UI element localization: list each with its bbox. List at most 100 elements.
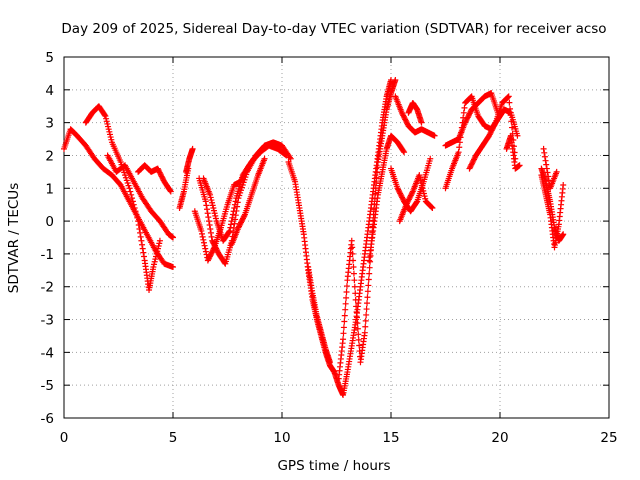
data-point xyxy=(395,186,402,193)
data-point xyxy=(342,300,349,307)
data-point xyxy=(490,123,497,130)
data-point xyxy=(232,212,239,219)
x-tick-label: 5 xyxy=(169,430,178,446)
data-point xyxy=(458,124,465,131)
data-point xyxy=(560,181,567,188)
data-point xyxy=(104,120,111,127)
data-point xyxy=(210,246,217,253)
data-point xyxy=(154,248,161,255)
data-point xyxy=(212,212,219,219)
data-point xyxy=(136,225,143,232)
data-point xyxy=(102,113,109,120)
data-point xyxy=(122,172,129,179)
data-point xyxy=(235,224,242,231)
data-point xyxy=(211,210,218,217)
data-point xyxy=(366,264,373,271)
data-point xyxy=(417,177,424,184)
data-point xyxy=(212,215,219,222)
data-point xyxy=(374,164,381,171)
data-point xyxy=(458,129,465,136)
data-point xyxy=(402,116,409,123)
data-point xyxy=(158,172,165,179)
data-point xyxy=(461,104,468,111)
data-point xyxy=(342,306,349,313)
y-tick-label: 1 xyxy=(45,181,54,197)
data-point xyxy=(350,264,357,271)
data-point xyxy=(420,190,427,197)
data-point xyxy=(208,233,215,240)
data-point xyxy=(210,207,217,214)
data-point xyxy=(236,222,243,229)
data-point xyxy=(490,124,497,131)
data-point xyxy=(154,165,161,172)
data-point xyxy=(134,214,141,221)
data-point xyxy=(463,117,470,124)
x-tick-label: 15 xyxy=(382,430,399,446)
data-point xyxy=(167,187,174,194)
data-point xyxy=(491,122,498,129)
data-point xyxy=(189,145,196,152)
data-point xyxy=(131,204,138,211)
data-point xyxy=(238,218,245,225)
data-point xyxy=(392,76,399,83)
data-point xyxy=(361,329,368,336)
data-point xyxy=(199,233,206,240)
data-point xyxy=(409,189,416,196)
data-point xyxy=(488,127,495,134)
x-axis-label: GPS time / hours xyxy=(277,458,390,474)
data-point xyxy=(407,192,414,199)
data-point xyxy=(404,120,411,127)
data-point xyxy=(351,283,358,290)
data-point xyxy=(209,199,216,206)
data-point xyxy=(129,198,136,205)
data-point xyxy=(106,131,113,138)
data-point xyxy=(203,251,210,258)
data-point xyxy=(340,330,347,337)
data-point xyxy=(232,198,239,205)
data-point xyxy=(152,256,159,263)
data-point xyxy=(130,201,137,208)
data-point xyxy=(283,152,290,159)
y-tick-label: 3 xyxy=(45,116,54,132)
data-point xyxy=(363,311,370,318)
data-point xyxy=(122,174,129,181)
data-point xyxy=(153,250,160,257)
data-point xyxy=(407,193,414,200)
data-point xyxy=(466,165,473,172)
data-point xyxy=(159,176,166,183)
data-point xyxy=(226,228,233,235)
data-point xyxy=(229,214,236,221)
data-point xyxy=(397,191,404,198)
data-point xyxy=(205,214,212,221)
data-point xyxy=(486,132,493,139)
plot-frame xyxy=(63,56,610,419)
data-point xyxy=(135,218,142,225)
data-point xyxy=(200,236,207,243)
data-point xyxy=(152,253,159,260)
data-point xyxy=(459,119,466,126)
data-point xyxy=(460,109,467,116)
data-point xyxy=(138,237,145,244)
data-point xyxy=(508,124,515,131)
data-point xyxy=(125,182,132,189)
data-point xyxy=(128,191,135,198)
x-tick-labels: 0 5 10 15 20 25 xyxy=(60,430,618,446)
data-point xyxy=(137,229,144,236)
data-point xyxy=(373,174,380,181)
data-point xyxy=(405,197,412,204)
data-point xyxy=(466,110,473,117)
data-point xyxy=(416,174,423,181)
data-point xyxy=(352,290,359,297)
data-point xyxy=(207,229,214,236)
data-point xyxy=(363,306,370,313)
data-point xyxy=(343,288,350,295)
data-point xyxy=(209,239,216,246)
data-point xyxy=(239,216,246,223)
data-point xyxy=(341,318,348,325)
data-point xyxy=(507,112,514,119)
data-point xyxy=(127,188,134,195)
data-point xyxy=(108,136,115,143)
data-point xyxy=(403,118,410,125)
data-point xyxy=(399,111,406,118)
